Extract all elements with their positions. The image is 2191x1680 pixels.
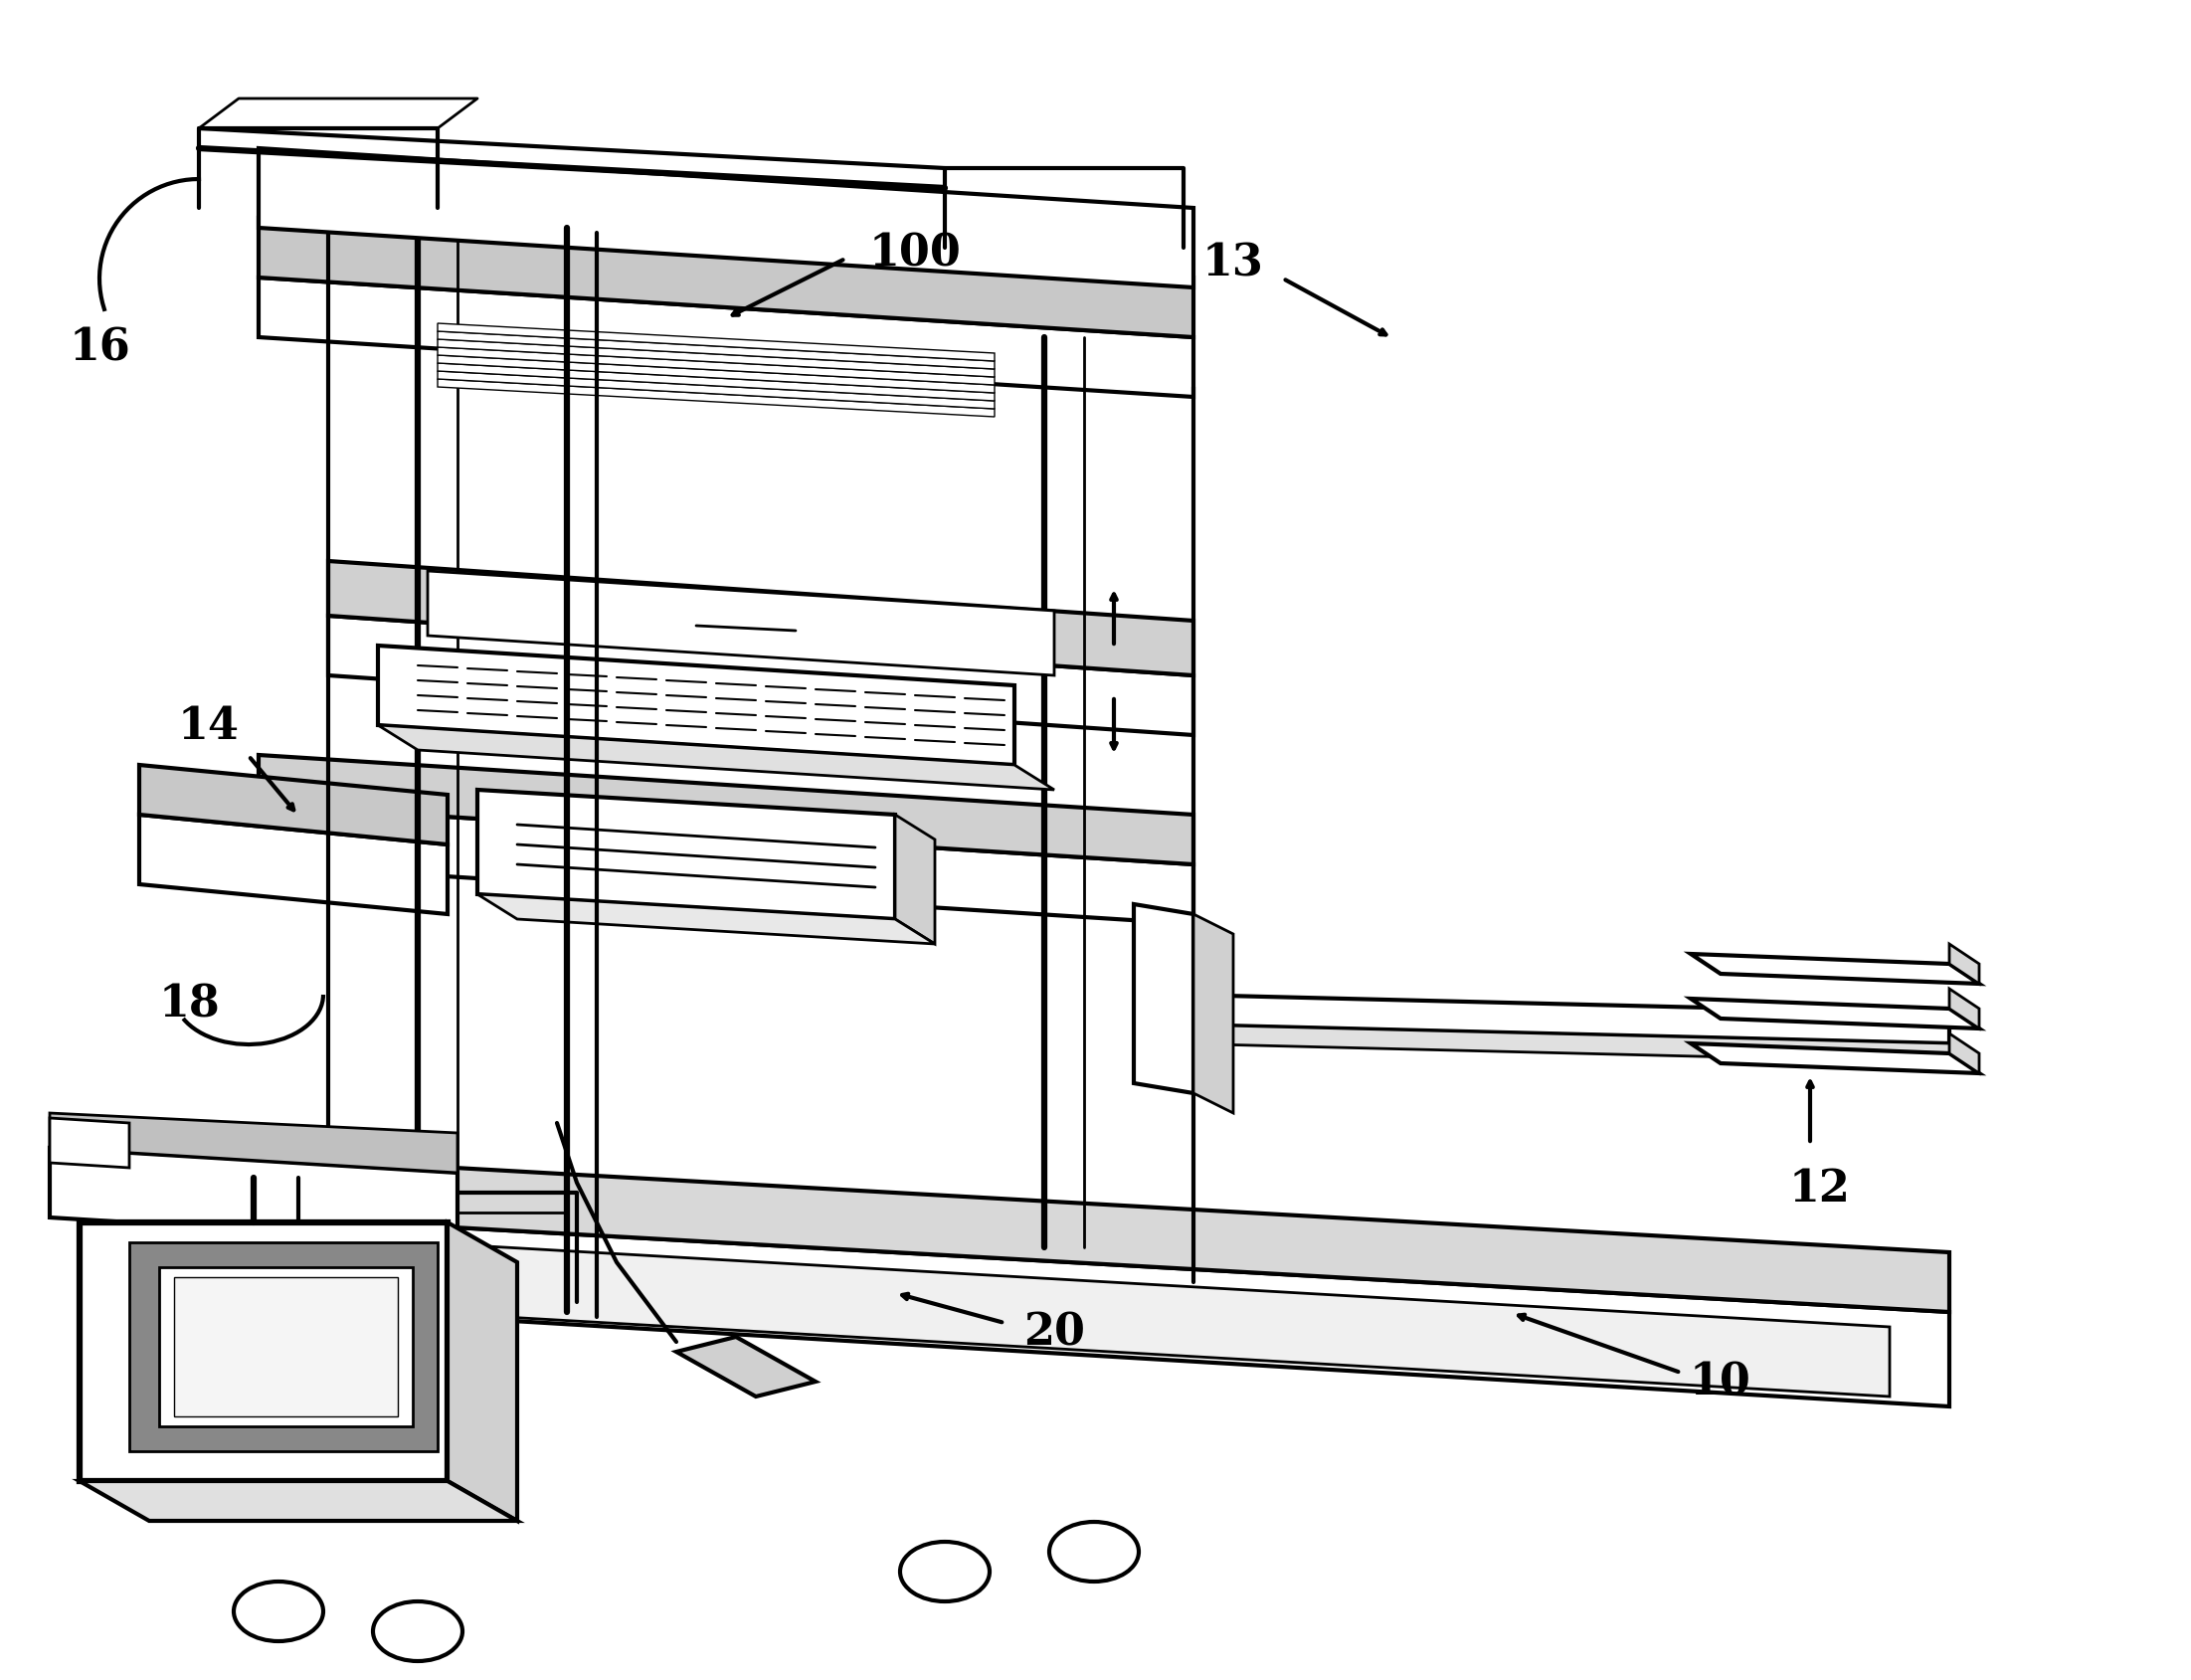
- Polygon shape: [438, 363, 995, 402]
- Polygon shape: [896, 815, 936, 944]
- Text: 20: 20: [1023, 1312, 1085, 1354]
- Polygon shape: [418, 1242, 1889, 1396]
- Polygon shape: [438, 348, 995, 385]
- Polygon shape: [677, 1337, 815, 1396]
- Polygon shape: [438, 354, 995, 393]
- Polygon shape: [1144, 1023, 1978, 1063]
- Polygon shape: [50, 1114, 458, 1173]
- Text: 12: 12: [1790, 1168, 1851, 1210]
- Polygon shape: [140, 764, 447, 845]
- Polygon shape: [1950, 990, 1978, 1028]
- Polygon shape: [377, 645, 1014, 764]
- Polygon shape: [438, 380, 995, 417]
- Polygon shape: [1194, 914, 1234, 1114]
- Polygon shape: [259, 148, 1194, 287]
- Polygon shape: [259, 218, 1194, 338]
- Polygon shape: [427, 571, 1054, 675]
- Polygon shape: [278, 1218, 1950, 1406]
- Polygon shape: [438, 331, 995, 370]
- Polygon shape: [50, 1147, 458, 1242]
- Text: 13: 13: [1203, 242, 1264, 286]
- Text: 100: 100: [870, 232, 962, 276]
- Text: 10: 10: [1689, 1361, 1751, 1404]
- Polygon shape: [1691, 954, 1978, 984]
- Polygon shape: [50, 1117, 129, 1168]
- Polygon shape: [329, 561, 1194, 675]
- Polygon shape: [438, 371, 995, 408]
- Polygon shape: [259, 277, 1194, 396]
- Polygon shape: [1950, 1033, 1978, 1074]
- Polygon shape: [438, 339, 995, 376]
- Polygon shape: [1950, 944, 1978, 984]
- Polygon shape: [79, 1223, 447, 1482]
- Polygon shape: [173, 1277, 399, 1416]
- Text: 14: 14: [177, 704, 239, 748]
- Polygon shape: [1691, 998, 1978, 1028]
- Polygon shape: [377, 726, 1054, 790]
- Polygon shape: [329, 615, 1194, 736]
- Polygon shape: [478, 894, 936, 944]
- Polygon shape: [447, 1223, 517, 1520]
- Text: 18: 18: [158, 983, 219, 1026]
- Polygon shape: [1691, 1043, 1978, 1074]
- Polygon shape: [1133, 904, 1194, 1094]
- Polygon shape: [278, 1158, 1950, 1312]
- Polygon shape: [478, 790, 896, 919]
- Ellipse shape: [372, 1601, 462, 1662]
- Polygon shape: [140, 815, 447, 914]
- Polygon shape: [79, 1482, 517, 1520]
- Polygon shape: [259, 754, 1194, 865]
- Text: 16: 16: [68, 326, 129, 370]
- Polygon shape: [438, 323, 995, 361]
- Polygon shape: [259, 805, 1194, 924]
- Polygon shape: [160, 1267, 412, 1426]
- Ellipse shape: [234, 1581, 324, 1641]
- Polygon shape: [129, 1242, 438, 1452]
- Ellipse shape: [1049, 1522, 1139, 1581]
- Polygon shape: [1144, 993, 1950, 1043]
- Ellipse shape: [901, 1542, 990, 1601]
